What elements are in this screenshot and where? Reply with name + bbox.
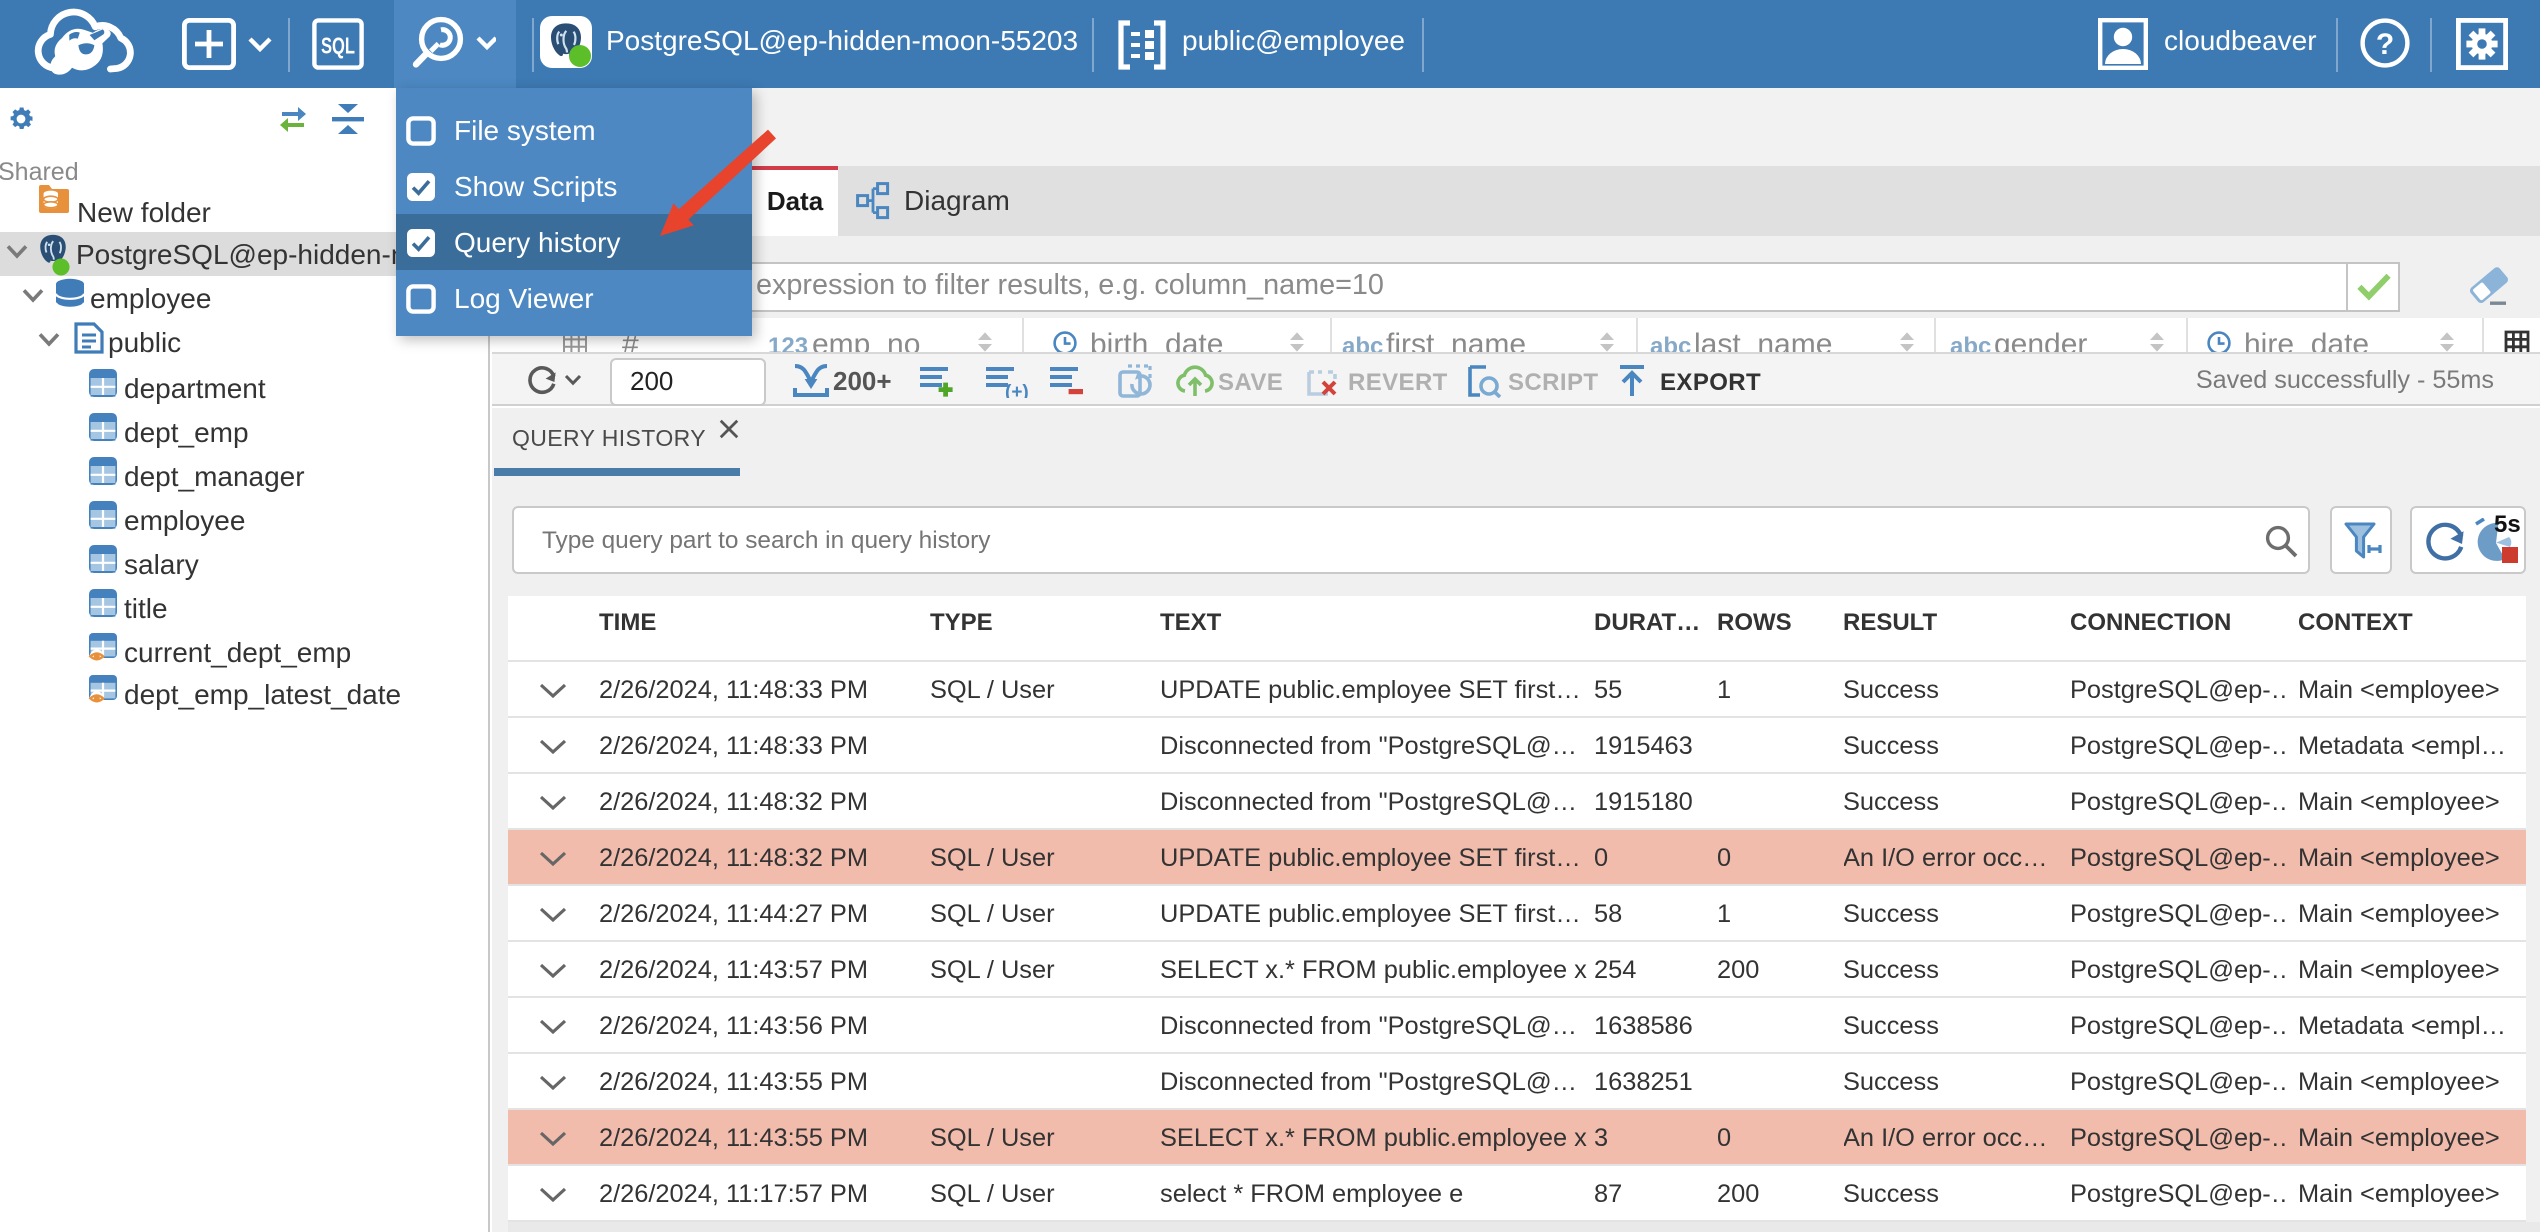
svg-text:(+): (+) bbox=[1004, 382, 1028, 398]
svg-text:?: ? bbox=[2376, 28, 2394, 61]
svg-text:SQL: SQL bbox=[321, 33, 355, 59]
